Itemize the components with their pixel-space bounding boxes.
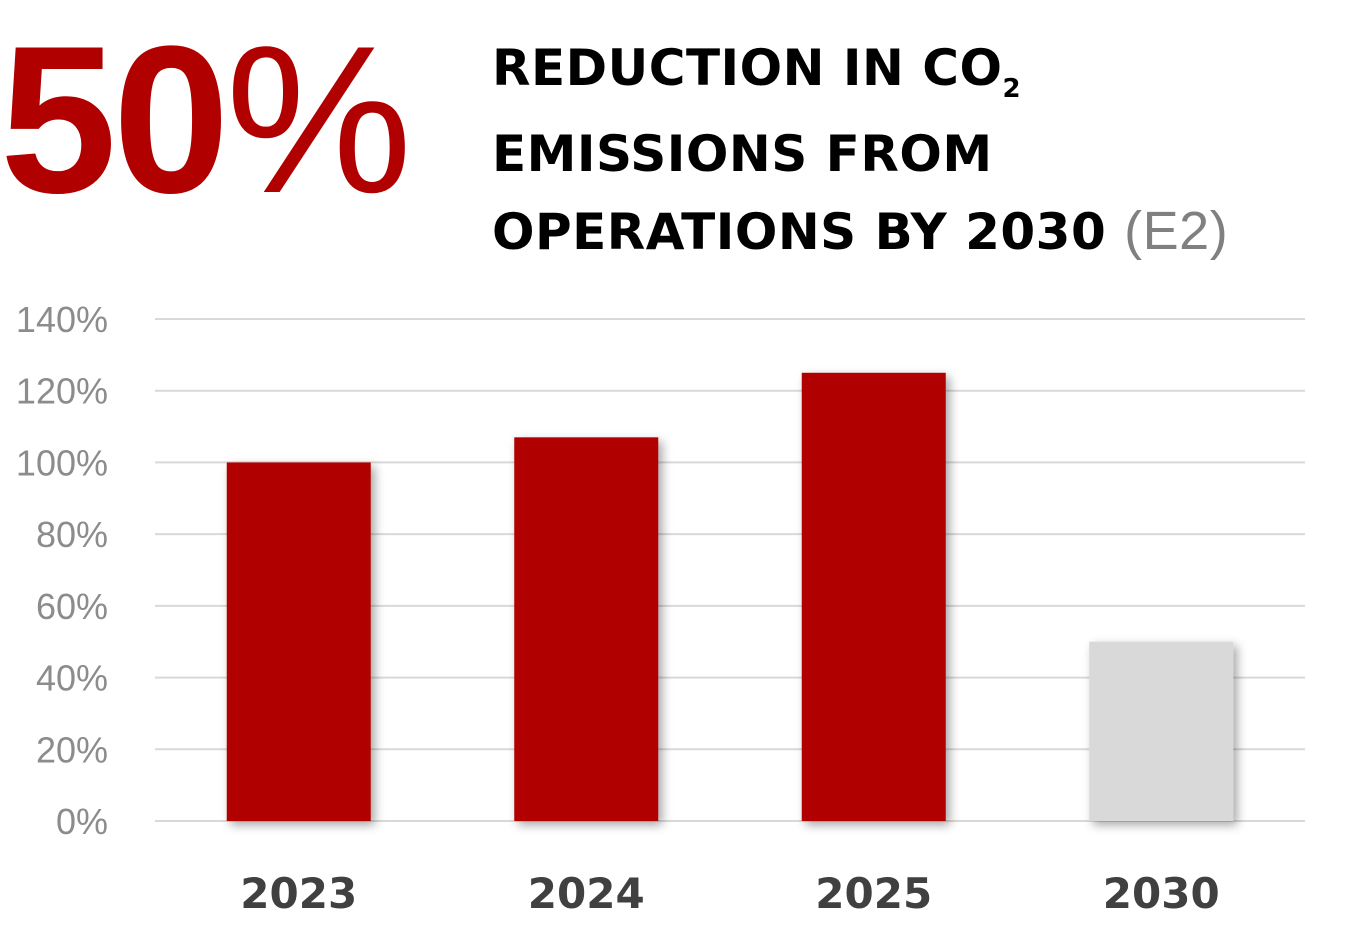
headline-percentage: 50% xyxy=(0,15,412,225)
y-tick-label: 120% xyxy=(16,371,108,412)
headline-line-1: REDUCTION IN CO2 xyxy=(492,30,1332,116)
bar-2030 xyxy=(1089,641,1234,821)
y-tick-label: 140% xyxy=(16,299,108,340)
co2-subscript: 2 xyxy=(1002,74,1022,104)
x-tick-label: 2023 xyxy=(240,869,357,918)
x-tick-label: 2025 xyxy=(815,869,932,918)
y-tick-label: 80% xyxy=(36,514,108,555)
bar-2023 xyxy=(226,462,371,821)
headline-number-value: 50 xyxy=(0,2,230,237)
bar-2025 xyxy=(801,372,946,821)
y-axis-ticks: 0% 20% 40% 60% 80% 100% 120% 140% xyxy=(16,299,108,842)
y-tick-label: 0% xyxy=(56,801,108,842)
x-tick-label: 2024 xyxy=(528,869,645,918)
headline-description: REDUCTION IN CO2 EMISSIONS FROM OPERATIO… xyxy=(492,30,1332,271)
x-tick-label: 2030 xyxy=(1103,869,1220,918)
headline-line-3-text: OPERATIONS BY 2030 xyxy=(492,203,1107,261)
headline-number-suffix: % xyxy=(225,2,413,237)
bar-chart: 0%20%40%60%80%100%120%140% 2023 2024 2025 2… xyxy=(16,299,1305,918)
bars xyxy=(226,372,1234,821)
headline-line-2: EMISSIONS FROM xyxy=(492,125,993,183)
x-axis-ticks: 2023 2024 2025 2030 xyxy=(240,869,1219,918)
goal-reference: (E2) xyxy=(1124,201,1229,261)
y-tick-label: 100% xyxy=(16,442,108,483)
headline-line-3: OPERATIONS BY 2030 (E2) xyxy=(492,193,1332,271)
y-tick-label: 60% xyxy=(36,586,108,627)
y-tick-label: 40% xyxy=(36,658,108,699)
bar-2024 xyxy=(514,437,659,821)
y-tick-label: 20% xyxy=(36,729,108,770)
headline-line-1-text: REDUCTION IN CO xyxy=(492,39,1003,97)
